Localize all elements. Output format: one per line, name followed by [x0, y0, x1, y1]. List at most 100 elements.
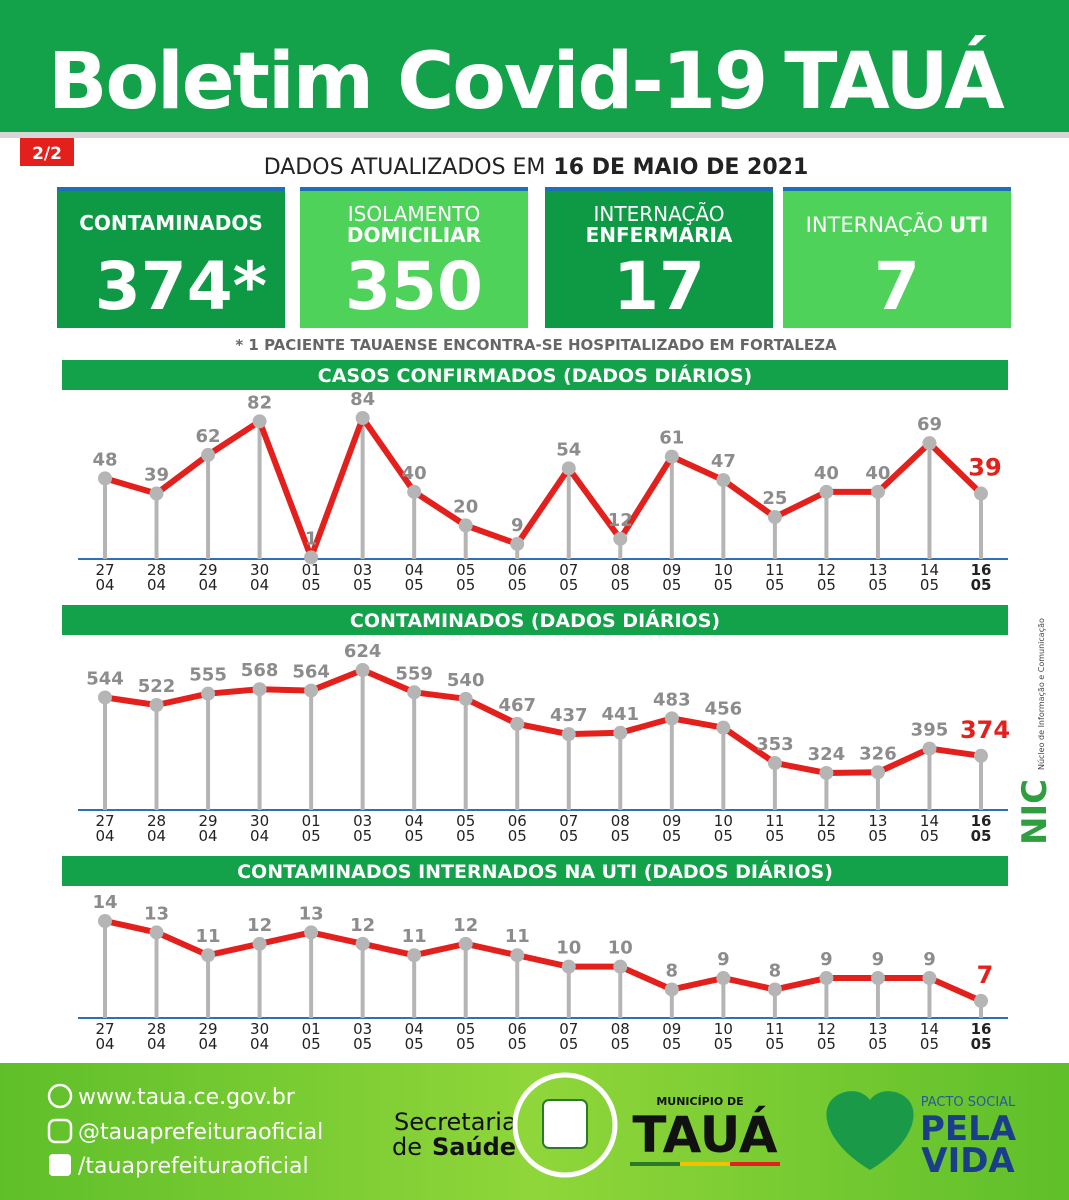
x-tick-month: 04 — [250, 1035, 269, 1053]
x-tick-label: 03 05 — [353, 812, 372, 845]
x-tick-month: 05 — [971, 576, 992, 594]
header-shadow — [0, 132, 1069, 138]
x-tick-day: 12 — [817, 1020, 836, 1038]
x-tick-month: 05 — [817, 827, 836, 845]
data-point — [98, 471, 112, 486]
data-point — [355, 936, 370, 951]
x-tick-month: 05 — [765, 1035, 784, 1053]
x-tick-month: 05 — [971, 827, 992, 845]
x-tick-month: 05 — [456, 1035, 475, 1053]
x-tick-day: 16 — [971, 561, 992, 579]
x-tick-label: 09 05 — [662, 561, 681, 594]
section-bar — [62, 360, 1008, 390]
data-point — [252, 936, 267, 951]
data-point — [664, 982, 679, 997]
x-tick-month: 05 — [765, 576, 784, 594]
x-tick-day: 27 — [95, 1020, 114, 1038]
data-point — [974, 486, 988, 501]
web-icon — [47, 1083, 73, 1109]
data-label: 12 — [608, 510, 633, 531]
x-tick-month: 05 — [971, 1035, 992, 1053]
x-tick-day: 07 — [559, 561, 578, 579]
data-point — [510, 948, 525, 963]
x-tick-day: 10 — [714, 561, 733, 579]
secretaria-line: de Saúde — [392, 1133, 516, 1161]
data-point — [510, 716, 525, 731]
card — [57, 191, 285, 328]
x-tick-day: 09 — [662, 561, 681, 579]
flag-stripe — [630, 1162, 680, 1166]
x-tick-month: 05 — [868, 827, 887, 845]
x-tick-month: 05 — [714, 576, 733, 594]
x-tick-label: 28 04 — [147, 561, 166, 594]
data-point — [201, 948, 216, 963]
x-tick-label: 03 05 — [353, 1020, 372, 1053]
x-tick-label: 04 05 — [405, 1020, 424, 1053]
data-point — [613, 531, 628, 546]
x-tick-label: 10 05 — [714, 812, 733, 845]
data-label: 40 — [814, 463, 839, 484]
x-tick-day: 13 — [868, 1020, 887, 1038]
x-tick-month: 05 — [559, 576, 578, 594]
section-bar — [62, 605, 1008, 635]
data-point — [819, 971, 834, 986]
data-label: 441 — [602, 704, 640, 725]
data-point — [870, 765, 885, 780]
pacto-label: PACTO SOCIAL — [921, 1095, 1016, 1110]
x-tick-label: 12 05 — [817, 1020, 836, 1053]
data-label: 9 — [872, 949, 885, 970]
x-tick-day: 08 — [611, 1020, 630, 1038]
x-tick-day: 11 — [765, 1020, 784, 1038]
card-top-border — [545, 187, 773, 191]
x-tick-day: 29 — [199, 1020, 218, 1038]
header-title: Boletim Covid-19 TAUÁ — [48, 35, 1004, 127]
x-tick-label: 27 04 — [95, 812, 114, 845]
x-tick-month: 05 — [353, 827, 372, 845]
x-tick-label: 08 05 — [611, 812, 630, 845]
x-tick-day: 06 — [508, 561, 527, 579]
data-label: 624 — [344, 641, 382, 662]
data-point — [819, 484, 834, 499]
side-logo-caption: Núcleo de Informação e Comunicação — [1037, 618, 1046, 770]
data-label: 8 — [769, 960, 782, 981]
data-point — [355, 663, 370, 677]
x-tick-day: 04 — [405, 1020, 424, 1038]
x-tick-day: 03 — [353, 1020, 372, 1038]
x-tick-month: 04 — [147, 1035, 166, 1053]
data-label: 1 — [305, 528, 318, 549]
footer-facebook: /tauaprefeituraoficial — [78, 1154, 309, 1179]
data-label: 395 — [911, 720, 949, 741]
x-tick-label: 06 05 — [508, 561, 527, 594]
card-label-bold: ENFERMARIA — [586, 223, 733, 247]
data-point — [407, 685, 422, 700]
data-label: 483 — [653, 689, 691, 710]
chart-title: CONTAMINADOS (DADOS DIÁRIOS) — [350, 609, 720, 632]
x-tick-month: 04 — [95, 1035, 114, 1053]
card-label-bold: UTI — [949, 213, 988, 237]
data-point — [304, 550, 319, 565]
x-tick-day: 07 — [559, 1020, 578, 1038]
data-label: 12 — [453, 915, 478, 936]
card — [300, 191, 528, 328]
chart-title: CASOS CONFIRMADOS (DADOS DIÁRIOS) — [318, 364, 752, 387]
data-label: 14 — [92, 892, 117, 913]
x-tick-month: 04 — [250, 827, 269, 845]
x-tick-label: 07 05 — [559, 1020, 578, 1053]
x-tick-day: 07 — [559, 812, 578, 830]
data-point — [561, 461, 576, 476]
x-tick-month: 05 — [920, 576, 939, 594]
data-label: 564 — [292, 662, 330, 683]
x-tick-label: 29 04 — [199, 561, 218, 594]
x-tick-month: 05 — [662, 827, 681, 845]
flag-stripe — [680, 1162, 730, 1166]
secretaria-1: Secretaria — [394, 1108, 517, 1136]
x-tick-day: 12 — [817, 812, 836, 830]
note: * 1 PACIENTE TAUAENSE ENCONTRA-SE HOSPIT… — [235, 336, 837, 354]
data-label: 568 — [241, 660, 279, 681]
x-tick-day: 01 — [302, 1020, 321, 1038]
footer-instagram: @tauaprefeituraoficial — [78, 1120, 323, 1145]
data-label: 555 — [189, 665, 227, 686]
x-tick-day: 28 — [147, 561, 166, 579]
title-text: Boletim Covid-19 — [48, 37, 766, 127]
